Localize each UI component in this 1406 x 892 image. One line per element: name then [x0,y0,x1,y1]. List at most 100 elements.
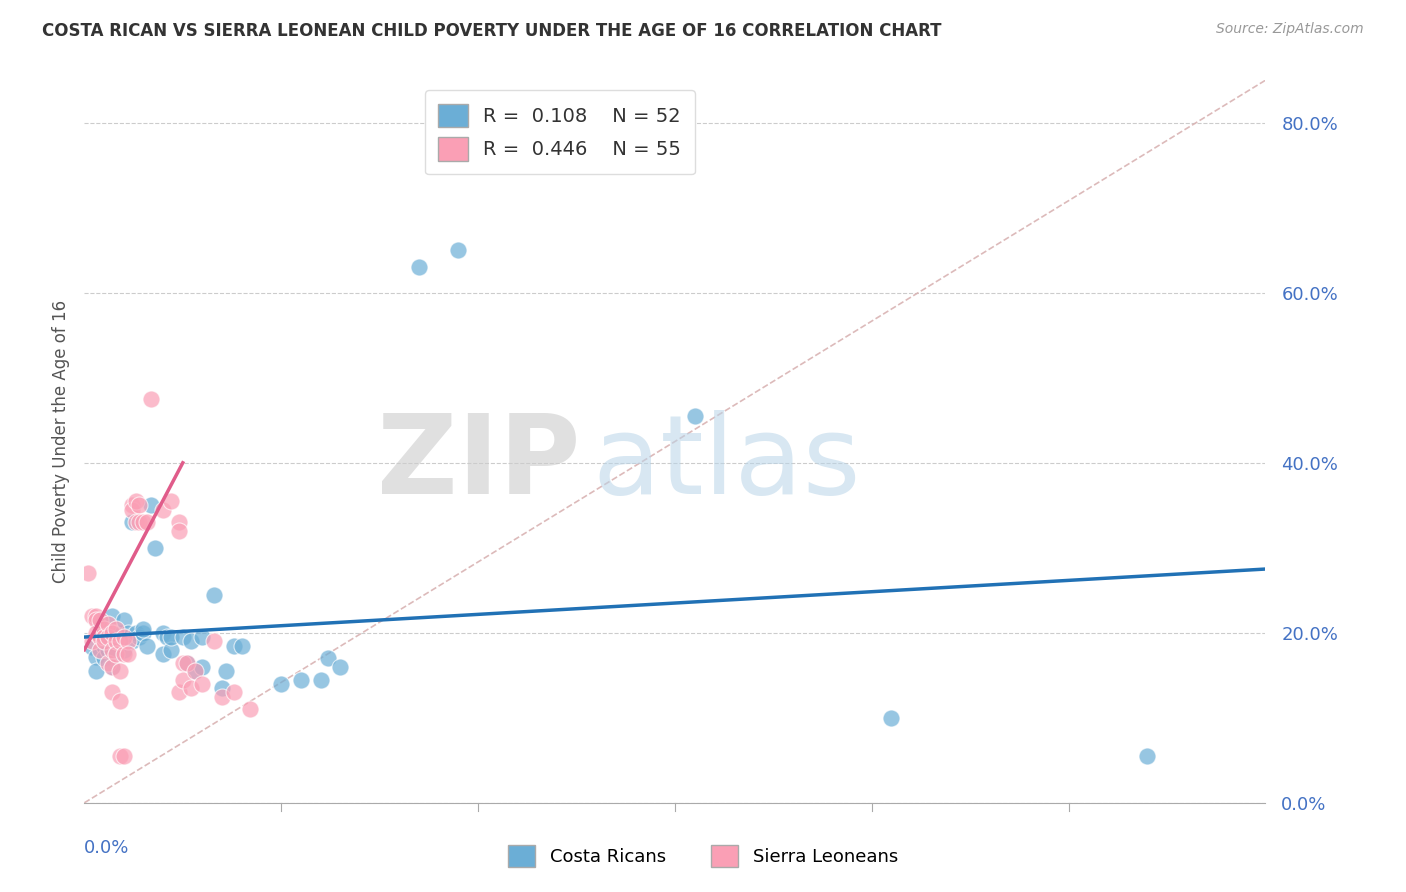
Point [136,639,159,653]
Point [93,630,115,644]
Point [215,664,238,678]
Point [231,639,253,653]
Point [101,685,124,699]
Point [124,625,146,640]
Point [108,664,131,678]
Point [132,622,155,636]
Point [82,640,104,655]
Point [143,541,166,555]
Point [117,634,139,648]
Y-axis label: Child Poverty Under the Age of 16: Child Poverty Under the Age of 16 [52,300,70,583]
Point [117,625,139,640]
Point [167,516,190,530]
Point [128,516,150,530]
Point [89,630,111,644]
Point [121,502,143,516]
Point [104,634,127,648]
Point [104,647,127,661]
Point [172,673,194,687]
Point [211,690,233,704]
Point [270,677,292,691]
Point [447,244,470,258]
Point [108,749,131,764]
Point [101,608,124,623]
Legend: Costa Ricans, Sierra Leoneans: Costa Ricans, Sierra Leoneans [501,838,905,874]
Point [132,516,155,530]
Point [167,685,190,699]
Point [112,630,135,644]
Point [141,392,163,406]
Point [880,711,903,725]
Legend: R =  0.108    N = 52, R =  0.446    N = 55: R = 0.108 N = 52, R = 0.446 N = 55 [425,90,695,175]
Point [318,651,340,665]
Point [101,642,124,657]
Point [108,634,131,648]
Text: 0.0%: 0.0% [84,838,129,857]
Point [160,642,183,657]
Point [97,634,120,648]
Point [180,681,202,695]
Point [89,617,111,632]
Text: Source: ZipAtlas.com: Source: ZipAtlas.com [1216,22,1364,37]
Point [408,260,430,275]
Point [93,634,115,648]
Point [329,660,352,674]
Point [124,494,146,508]
Point [160,494,183,508]
Point [108,694,131,708]
Point [222,685,245,699]
Point [160,630,183,644]
Point [128,498,150,512]
Point [141,498,163,512]
Text: atlas: atlas [592,409,860,516]
Point [104,634,127,648]
Point [191,677,214,691]
Point [222,639,245,653]
Point [239,702,262,716]
Point [121,498,143,512]
Point [167,524,190,538]
Point [191,660,214,674]
Point [97,617,120,632]
Point [136,516,159,530]
Point [84,613,107,627]
Point [93,622,115,636]
Point [1136,749,1159,764]
Point [121,516,143,530]
Point [101,660,124,674]
Point [82,608,104,623]
Point [104,622,127,636]
Text: ZIP: ZIP [377,409,581,516]
Point [309,673,332,687]
Point [172,630,194,644]
Point [152,647,174,661]
Point [108,625,131,640]
Point [84,608,107,623]
Point [104,647,127,661]
Point [183,664,205,678]
Point [97,656,120,670]
Point [290,673,312,687]
Point [82,634,104,648]
Point [183,664,205,678]
Point [156,630,179,644]
Point [683,409,706,423]
Point [89,630,111,644]
Point [202,634,225,648]
Point [117,647,139,661]
Point [112,642,135,657]
Point [132,625,155,640]
Point [97,630,120,644]
Point [152,502,174,516]
Point [211,681,233,695]
Point [202,588,225,602]
Point [128,630,150,644]
Point [152,625,174,640]
Point [176,656,198,670]
Point [97,642,120,657]
Point [77,566,100,581]
Point [89,613,111,627]
Point [124,516,146,530]
Point [89,642,111,657]
Point [112,647,135,661]
